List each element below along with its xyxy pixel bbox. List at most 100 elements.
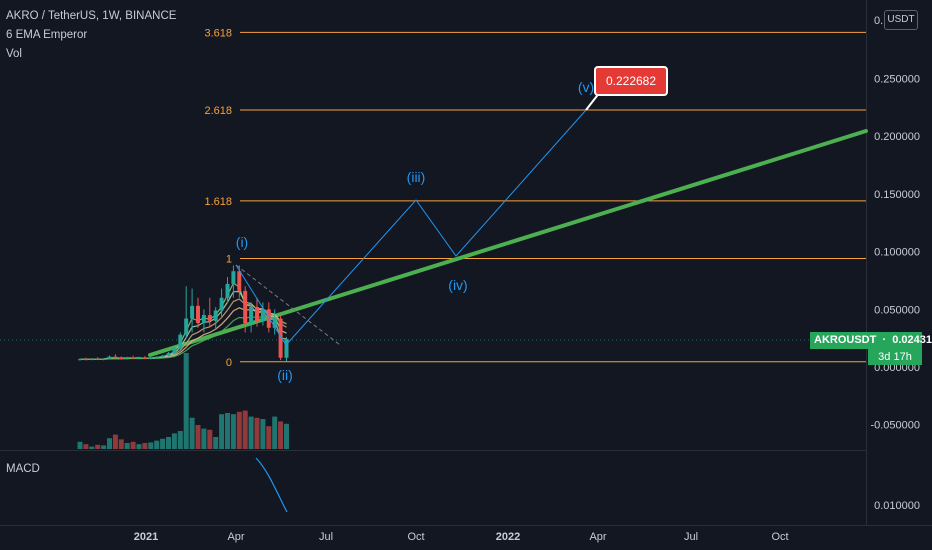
fib-label: 0 [226, 357, 232, 369]
candle-body [190, 305, 195, 319]
bar-countdown: 3d 17h [868, 349, 922, 365]
candle-body [272, 318, 277, 328]
ticker-symbol: AKROUSDT [814, 334, 877, 346]
volume-bar [213, 437, 219, 449]
price-tick: -0.050000 [870, 420, 920, 432]
candle-body [78, 359, 82, 361]
volume-bar [130, 441, 136, 449]
macd-indicator-label[interactable]: MACD [6, 463, 40, 475]
candle-body [107, 356, 112, 359]
candle-body [278, 318, 283, 358]
candle-body [284, 338, 289, 358]
candle-body [154, 356, 159, 358]
currency-button[interactable]: USDT [884, 10, 918, 30]
time-tick: Oct [771, 531, 788, 543]
candle-body [196, 305, 200, 324]
candle-body [207, 315, 212, 321]
price-tick-partial: 0. [874, 15, 883, 27]
volume-bar [248, 416, 254, 449]
volume-bar [254, 417, 260, 449]
volume-bar [177, 431, 183, 449]
volume-bars [77, 353, 289, 449]
fib-label: 1.618 [204, 196, 232, 208]
candle-body [119, 357, 124, 359]
time-tick: Apr [227, 531, 244, 543]
symbol-title[interactable]: AKRO / TetherUS, 1W, BINANCE [6, 10, 177, 22]
candle-body [83, 359, 88, 361]
pane-separator [0, 450, 866, 451]
volume-bar [201, 428, 207, 449]
volume-bar [83, 444, 89, 449]
price-axis-border [866, 0, 867, 525]
time-tick: Oct [407, 531, 424, 543]
price-tick: 0.000000 [874, 362, 920, 374]
candles [78, 265, 289, 362]
volume-bar [166, 437, 171, 449]
time-tick: 2022 [496, 531, 520, 543]
fib-label: 2.618 [204, 105, 232, 117]
candle-body [260, 309, 265, 321]
volume-bar [89, 446, 95, 449]
price-tick: 0.150000 [874, 189, 920, 201]
volume-bar [266, 426, 272, 449]
wave-label: (i) [236, 234, 248, 250]
candle-body [131, 357, 136, 359]
fib-label: 3.618 [204, 27, 232, 39]
candle-body [95, 358, 100, 360]
volume-bar [77, 441, 83, 449]
candle-body [101, 358, 106, 360]
candle-body [178, 334, 183, 349]
volume-bar [142, 443, 148, 449]
ema-indicator-label[interactable]: 6 EMA Emperor [6, 29, 88, 41]
volume-bar [136, 444, 142, 449]
volume-bar [195, 425, 201, 449]
time-axis-border [0, 525, 932, 526]
macd-pane [255, 457, 288, 513]
candle-body [125, 357, 130, 359]
target-price-callout: 0.222682 [594, 66, 668, 96]
volume-bar [278, 421, 284, 449]
candle-body [201, 315, 206, 324]
macd-tick: 0.010000 [874, 500, 920, 512]
wave-label: (ii) [277, 367, 293, 383]
last-price-tag: AKROUSDT · 0.024318 [810, 332, 932, 349]
candle-body [142, 357, 147, 359]
candle-body [166, 353, 171, 356]
volume-bar [154, 440, 160, 449]
axes: 0.250000 0.200000 0.150000 0.100000 0.050000… [134, 15, 920, 543]
volume-bar [95, 444, 101, 449]
volume-bar [260, 419, 266, 449]
volume-bar [207, 429, 213, 449]
volume-bar [124, 443, 130, 449]
macd-line [255, 457, 288, 513]
candle-body [255, 306, 259, 321]
candle-body [266, 309, 271, 328]
volume-bar [101, 445, 107, 449]
elliott-wave-path: (i) (ii) (iii) (iv) (v) [235, 79, 601, 383]
volume-bar [189, 417, 195, 449]
volume-bar [225, 413, 230, 449]
volume-bar [272, 416, 278, 449]
volume-bar [242, 410, 248, 449]
time-tick: Jul [684, 531, 698, 543]
time-tick: Apr [589, 531, 606, 543]
price-tick: 0.200000 [874, 131, 920, 143]
ticker-price: 0.024318 [892, 334, 932, 346]
candle-body [89, 358, 94, 360]
candle-body [184, 318, 189, 335]
time-tick: 2021 [134, 531, 158, 543]
candle-body [172, 348, 177, 354]
candle-body [243, 290, 248, 324]
price-tick: 0.050000 [874, 304, 920, 316]
price-tick: 0.250000 [874, 74, 920, 86]
fibonacci-levels: 3.618 2.618 1.618 1 0 [204, 27, 866, 369]
grid [0, 0, 932, 526]
volume-indicator-label[interactable]: Vol [6, 48, 22, 60]
volume-bar [118, 439, 124, 449]
candle-body [237, 271, 242, 291]
candle-body [148, 357, 153, 359]
volume-bar [148, 442, 154, 449]
candle-body [249, 306, 254, 324]
ticker-separator: · [879, 334, 890, 346]
